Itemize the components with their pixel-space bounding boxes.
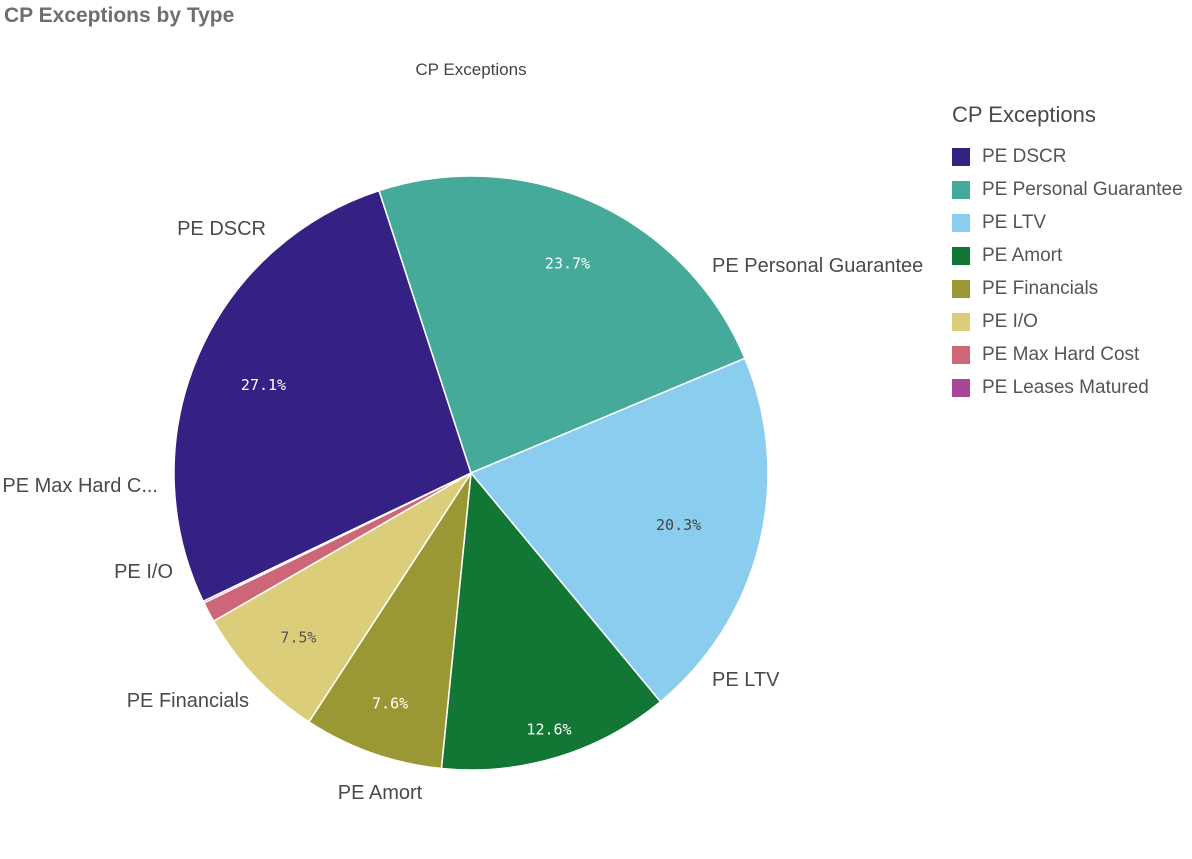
legend-swatch — [952, 213, 970, 232]
pie-category-labels: PE DSCR PE Personal Guarantee PE LTV PE Amo… — [2, 218, 923, 804]
pie-percent-label-pe-personal-guarantee: 23.7% — [545, 254, 590, 272]
legend-label: PE DSCR — [982, 145, 1067, 167]
legend-label: PE I/O — [982, 310, 1038, 332]
legend-swatch — [952, 378, 970, 397]
legend-item-pe-leases-matured[interactable]: PE Leases Matured — [952, 371, 1183, 404]
legend-items: PE DSCR PE Personal Guarantee PE LTV PE Amo… — [952, 140, 1183, 404]
pie-percent-label-pe-dscr: 27.1% — [241, 376, 286, 394]
legend-label: PE LTV — [982, 211, 1047, 233]
legend-label: PE Amort — [982, 244, 1063, 266]
legend-label: PE Leases Matured — [982, 376, 1149, 398]
pie-percent-label-pe-i-o: 7.5% — [280, 628, 316, 646]
pie-category-label-pe-i-o: PE I/O — [114, 561, 173, 583]
legend-item-pe-dscr[interactable]: PE DSCR — [952, 140, 1183, 173]
pie-percent-label-pe-ltv: 20.3% — [656, 516, 701, 534]
legend-item-pe-amort[interactable]: PE Amort — [952, 239, 1183, 272]
legend: CP Exceptions PE DSCR PE Personal Guarant… — [952, 102, 1183, 404]
legend-item-pe-max-hard-cost[interactable]: PE Max Hard Cost — [952, 338, 1183, 371]
pie-slice-pe-dscr[interactable] — [173, 189, 472, 603]
legend-item-pe-personal-guarantee[interactable]: PE Personal Guarantee — [952, 173, 1183, 206]
pie-percent-label-pe-financials: 7.6% — [372, 695, 408, 713]
legend-item-pe-i-o[interactable]: PE I/O — [952, 305, 1183, 338]
pie-slice-pe-i-o[interactable] — [212, 472, 472, 723]
pie-slice-pe-financials[interactable] — [307, 472, 472, 770]
pie-slice-pe-ltv[interactable] — [469, 357, 769, 703]
pie-slices — [173, 175, 769, 771]
legend-item-pe-financials[interactable]: PE Financials — [952, 272, 1183, 305]
pie-slice-pe-personal-guarantee[interactable] — [378, 175, 746, 475]
pie-category-label-pe-financials: PE Financials — [127, 690, 249, 712]
legend-label: PE Personal Guarantee — [982, 178, 1183, 200]
legend-label: PE Max Hard Cost — [982, 343, 1140, 365]
pie-category-label-pe-personal-guarantee: PE Personal Guarantee — [712, 255, 923, 277]
pie-slice-pe-amort[interactable] — [440, 471, 662, 771]
pie-percent-labels: 27.1% 23.7% 20.3% 12.6% 7.6% 7.5% — [241, 254, 701, 738]
page-title: CP Exceptions by Type — [4, 4, 235, 27]
pie-category-label-pe-amort: PE Amort — [338, 782, 423, 804]
legend-swatch — [952, 147, 970, 166]
pie-category-label-pe-dscr: PE DSCR — [177, 218, 266, 240]
legend-swatch — [952, 312, 970, 331]
chart-title: CP Exceptions — [415, 60, 526, 79]
pie-category-label-pe-max-hard-cost: PE Max Hard C... — [2, 475, 158, 497]
legend-label: PE Financials — [982, 277, 1099, 299]
legend-swatch — [952, 246, 970, 265]
pie-percent-label-pe-amort: 12.6% — [526, 721, 571, 739]
pie-slice-pe-leases-matured[interactable] — [202, 472, 472, 605]
legend-title: CP Exceptions — [952, 102, 1096, 127]
legend-swatch — [952, 345, 970, 364]
legend-swatch — [952, 180, 970, 199]
legend-swatch — [952, 279, 970, 298]
legend-item-pe-ltv[interactable]: PE LTV — [952, 206, 1183, 239]
pie-category-label-pe-ltv: PE LTV — [712, 669, 780, 691]
